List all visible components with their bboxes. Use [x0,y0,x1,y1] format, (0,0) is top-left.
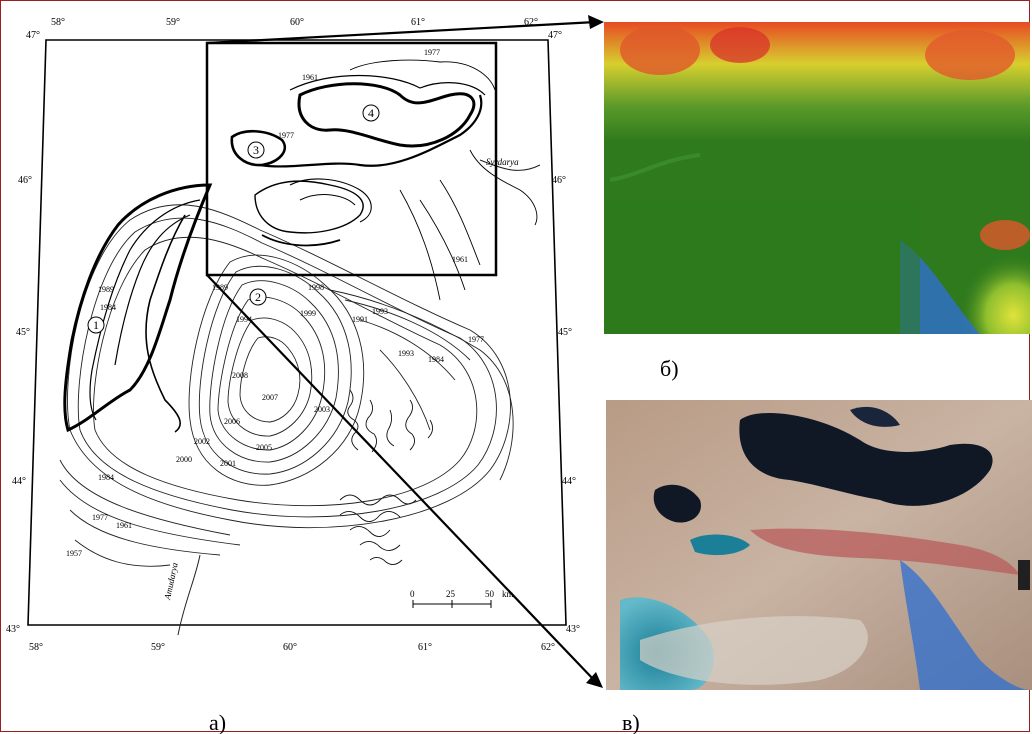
year-label: 1977 [278,131,294,140]
inset-rectangle [205,41,498,277]
panel-b-image [604,22,1030,334]
arrow-to-panel-c [206,274,595,681]
basin-markers [87,104,380,334]
lat-label-right: 47° [548,30,562,41]
year-label: 1957 [66,549,82,558]
year-label: 2007 [262,393,278,402]
year-label: 2005 [256,443,272,452]
basin-1-outline [63,183,213,433]
year-label: 1977 [468,335,484,344]
basin-label-2: 2 [255,290,261,304]
year-label: 1993 [398,349,414,358]
lon-label-bottom: 61° [418,642,432,653]
lat-label-left: 45° [16,327,30,338]
lat-label-left: 44° [12,476,26,487]
year-label: 2008 [232,371,248,380]
north-basins [230,59,538,301]
year-label: 1998 [308,283,324,292]
year-label: 1984 [98,473,114,482]
lon-label-top: 60° [290,17,304,28]
panel-b-caption: б) [660,356,679,381]
arrow-to-panel-b [206,20,597,45]
lon-label-bottom: 62° [541,642,555,653]
year-label: 1994 [236,315,252,324]
year-label: 1977 [92,513,108,522]
lon-label-top: 58° [51,17,65,28]
lon-label-bottom: 60° [283,642,297,653]
map-panel: 1 2 3 4 1977 1961 1977 1989 1984 1989 19… [6,15,604,688]
panel-c-caption: в) [622,710,640,734]
year-label: 2006 [224,417,240,426]
shoreline-contours [59,204,514,567]
lat-label-right: 46° [552,175,566,186]
lon-label-top: 61° [411,17,425,28]
island-scribbles [339,389,433,565]
year-label: 1989 [98,285,114,294]
arrowhead-b [588,15,604,29]
year-label: 2002 [194,437,210,446]
lat-label-right: 45° [558,327,572,338]
year-label: 1984 [100,303,116,312]
map-border [27,39,567,626]
year-label: 1961 [302,73,318,82]
lat-label-left: 43° [6,624,20,635]
lon-label-top: 62° [524,17,538,28]
year-label: 1991 [352,315,368,324]
basin-label-3: 3 [253,143,259,157]
scale-tick-50: 50 [485,589,495,599]
scale-tick-0: 0 [410,589,415,599]
year-label: 1989 [212,283,228,292]
lon-label-bottom: 58° [29,642,43,653]
lon-label-bottom: 59° [151,642,165,653]
year-label: 1999 [300,309,316,318]
year-label: 1984 [428,355,444,364]
lat-label-left: 46° [18,175,32,186]
year-label: 2003 [314,405,330,414]
scale-unit: km [502,589,514,599]
lon-label-top: 59° [166,17,180,28]
scale-bar: 0 25 50 km [410,589,514,608]
year-label: 1961 [452,255,468,264]
year-label: 1993 [372,307,388,316]
scale-tick-25: 25 [446,589,456,599]
lat-label-left: 47° [26,30,40,41]
basin-label-4: 4 [368,106,374,120]
year-label: 2001 [220,459,236,468]
panel-c-image [606,400,1032,690]
amudarya-river [177,554,201,636]
year-label: 1961 [116,521,132,530]
basin-label-1: 1 [93,318,99,332]
lat-label-right: 44° [562,476,576,487]
syrdarya-label: Syrdarya [486,157,519,167]
arrowhead-c [586,672,603,688]
panel-a-caption: а) [209,710,226,734]
year-label: 1977 [424,48,440,57]
syrdarya-river [479,159,541,171]
year-label: 2000 [176,455,192,464]
lat-label-right: 43° [566,624,580,635]
